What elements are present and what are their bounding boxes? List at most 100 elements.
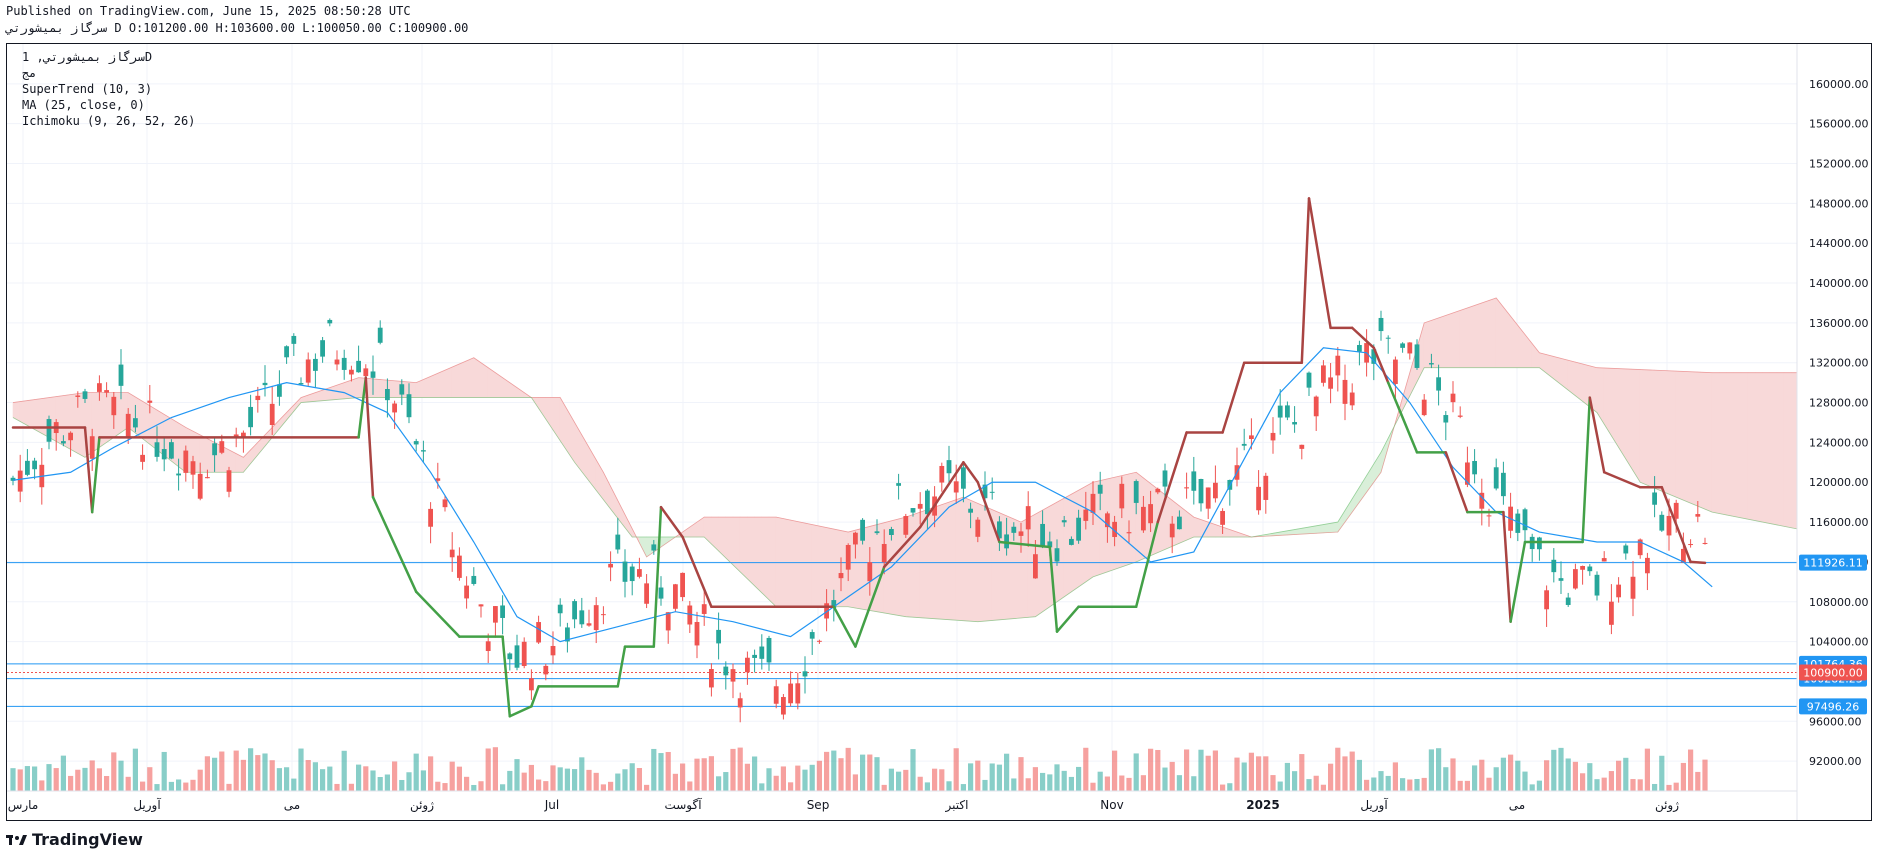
candle-body xyxy=(457,555,462,578)
volume-bar xyxy=(1529,784,1535,791)
volume-bar xyxy=(881,784,887,791)
candle-body xyxy=(1285,405,1290,418)
candle-body xyxy=(1414,344,1420,368)
candle-body xyxy=(680,572,685,598)
candle-body xyxy=(262,382,268,386)
candle-body xyxy=(1673,502,1679,519)
candle-body xyxy=(1018,531,1024,536)
legend-ichimoku[interactable]: Ichimoku (9, 26, 52, 26) xyxy=(22,114,196,128)
volume-bar xyxy=(1695,771,1701,791)
legend-ma[interactable]: MA (25, close, 0) xyxy=(22,98,145,112)
candle-body xyxy=(1277,405,1283,418)
legend-supertrend[interactable]: SuperTrend (10, 3) xyxy=(22,82,153,96)
candle-body xyxy=(953,481,959,493)
candle-body xyxy=(125,413,131,438)
volume-bar xyxy=(348,783,354,791)
candle-body xyxy=(1623,545,1629,554)
candle-body xyxy=(327,319,333,324)
candle-body xyxy=(622,561,628,582)
time-tick-label: ژوئن xyxy=(410,798,434,813)
last-price-tag-label: 100900.00 xyxy=(1803,666,1863,679)
volume-bar xyxy=(874,757,880,791)
candle-body xyxy=(1378,317,1384,332)
candle-body xyxy=(536,622,541,643)
tradingview-logo[interactable]: TradingView xyxy=(6,830,143,849)
cloud-segment xyxy=(1675,370,1684,501)
supertrend-segment xyxy=(1372,346,1390,384)
price-chart[interactable]: 160000.00 156000.00 152000.00 148000.00 1440… xyxy=(7,44,1871,820)
candle-body xyxy=(514,645,520,668)
supertrend-segment xyxy=(1602,471,1642,489)
volume-bar xyxy=(1313,775,1319,791)
cloud-segment xyxy=(430,372,439,398)
candle-body xyxy=(392,403,397,413)
volume-bar xyxy=(298,748,304,791)
candle-body xyxy=(759,646,765,659)
candle-body xyxy=(133,418,138,428)
supertrend-segment xyxy=(1350,326,1376,350)
volume-bar xyxy=(111,752,117,791)
candle-body xyxy=(651,544,657,551)
chart-frame[interactable]: 160000.00 156000.00 152000.00 148000.00 1440… xyxy=(6,43,1872,821)
cloud-segment xyxy=(372,378,381,398)
volume-bar xyxy=(788,782,794,791)
volume-bar xyxy=(1392,762,1398,791)
cloud-segment xyxy=(984,506,993,622)
cloud-segment xyxy=(351,377,359,399)
supertrend-segment xyxy=(616,645,627,688)
cloud-segment xyxy=(1503,306,1511,369)
volume-bar xyxy=(284,767,290,791)
price-tick-label: 144000.00 xyxy=(1809,237,1869,250)
candle-body xyxy=(493,606,498,623)
candle-body xyxy=(118,364,124,386)
volume-bar xyxy=(572,769,578,791)
candle-body xyxy=(1011,526,1017,533)
legend-symbol: سرگاز بمیشورتي, 1D xyxy=(22,50,153,64)
volume-bar xyxy=(1047,774,1053,791)
volume-bar xyxy=(1068,776,1074,791)
volume-bar xyxy=(1176,775,1182,791)
volume-bar xyxy=(60,755,66,791)
candle-body xyxy=(1040,523,1045,547)
volume-bar xyxy=(212,757,218,791)
volume-bar xyxy=(1421,777,1427,791)
supertrend-segment xyxy=(1581,396,1592,544)
volume-bar xyxy=(1457,780,1463,791)
volume-bar xyxy=(989,763,995,791)
candle-body xyxy=(1587,566,1593,572)
cloud-segment xyxy=(725,516,734,566)
cloud-segment xyxy=(1769,372,1778,526)
volume-bar xyxy=(672,773,678,791)
volume-bar xyxy=(334,783,340,791)
volume-bar xyxy=(377,777,383,791)
candle-body xyxy=(1645,557,1650,574)
candle-body xyxy=(17,470,23,492)
volume-bar xyxy=(1277,781,1283,791)
price-tick-label: 120000.00 xyxy=(1809,476,1869,489)
cloud-segment xyxy=(1654,369,1663,492)
volume-bar xyxy=(622,769,628,791)
supertrend-segment xyxy=(508,705,533,718)
cloud-segment xyxy=(1711,372,1720,514)
candle-body xyxy=(1112,521,1117,538)
candle-body xyxy=(421,450,426,452)
supertrend-segment xyxy=(414,590,461,638)
volume-bar xyxy=(896,771,902,791)
candle-body xyxy=(1097,484,1103,494)
price-axis: 160000.00 156000.00 152000.00 148000.00 1440… xyxy=(1809,78,1869,768)
candle-body xyxy=(773,686,779,704)
volume-bar xyxy=(226,783,232,791)
volume-bar xyxy=(1284,762,1290,791)
cloud-segment xyxy=(811,524,820,608)
cloud-segment xyxy=(1459,307,1468,369)
time-tick-label: اکتبر xyxy=(945,798,969,813)
volume-bar xyxy=(773,775,779,791)
time-tick-label: آگوست xyxy=(664,797,702,813)
volume-bar xyxy=(809,764,815,791)
volume-bar xyxy=(75,769,81,791)
cloud-segment xyxy=(1366,462,1375,494)
candle-body xyxy=(1220,510,1225,525)
candle-body xyxy=(313,358,318,371)
candle-body xyxy=(428,508,433,527)
cloud-segment xyxy=(775,516,784,608)
